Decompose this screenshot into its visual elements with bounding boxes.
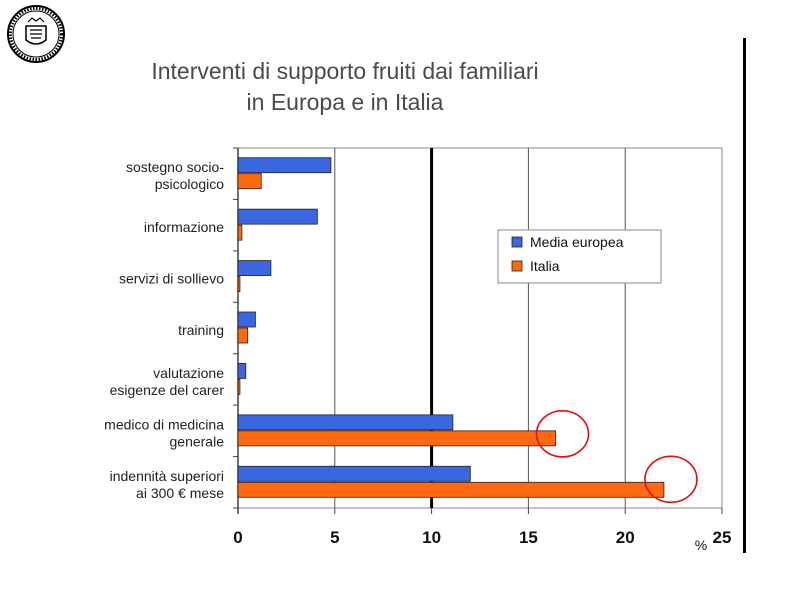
bar-media-europea-4 — [237, 363, 247, 379]
category-label-6-1: ai 300 € mese — [136, 485, 224, 501]
x-tick-label-10: 10 — [422, 528, 441, 547]
bar-italia-1 — [237, 224, 243, 241]
bar-media-europea-2 — [237, 260, 272, 276]
university-seal-logo — [4, 4, 68, 64]
title-line-2: in Europa e in Italia — [246, 89, 444, 115]
plot-area — [237, 147, 723, 509]
category-label-3-0: training — [178, 322, 224, 338]
bar-italia-6 — [237, 481, 665, 498]
legend-swatch-1 — [511, 260, 523, 272]
legend-box — [497, 229, 662, 284]
x-tick-label-25: 25 — [713, 528, 732, 547]
bar-italia-3 — [237, 327, 249, 344]
category-label-6-0: indennità superiori — [110, 468, 224, 484]
x-axis-unit-label: % — [695, 537, 707, 553]
category-label-5-1: generale — [170, 433, 225, 449]
bar-italia-0 — [237, 173, 262, 190]
x-tick-label-20: 20 — [616, 528, 635, 547]
highlight-circle-6 — [644, 455, 698, 504]
title-line-1: Interventi di supporto fruiti dai famili… — [151, 58, 539, 84]
category-label-0-1: psicologico — [155, 176, 224, 192]
legend: Media europea Italia — [497, 229, 662, 284]
category-label-2-0: servizi di sollievo — [119, 271, 224, 287]
legend-label-1: Italia — [530, 258, 560, 274]
bar-italia-2 — [237, 276, 241, 292]
bar-media-europea-6 — [237, 465, 471, 482]
highlight-circle-5 — [535, 410, 590, 458]
category-label-4-0: valutazione — [153, 365, 224, 381]
category-label-5-0: medico di medicina — [104, 416, 224, 432]
bar-media-europea-0 — [237, 157, 332, 174]
category-label-0-0: sostegno socio- — [126, 159, 224, 175]
bar-italia-5 — [237, 430, 556, 447]
page-title: Interventi di supporto fruiti dai famili… — [0, 56, 690, 118]
bar-media-europea-3 — [237, 311, 256, 328]
legend-label-0: Media europea — [530, 234, 624, 250]
legend-swatch-0 — [511, 236, 523, 248]
bar-media-europea-5 — [237, 414, 454, 431]
bar-italia-4 — [237, 379, 241, 395]
right-border-line — [743, 38, 746, 553]
bar-media-europea-1 — [237, 208, 318, 225]
category-label-1-0: informazione — [144, 219, 224, 235]
x-tick-label-0: 0 — [233, 528, 242, 547]
x-tick-label-15: 15 — [519, 528, 538, 547]
x-tick-label-5: 5 — [330, 528, 339, 547]
category-label-4-1: esigenze del carer — [110, 382, 225, 398]
